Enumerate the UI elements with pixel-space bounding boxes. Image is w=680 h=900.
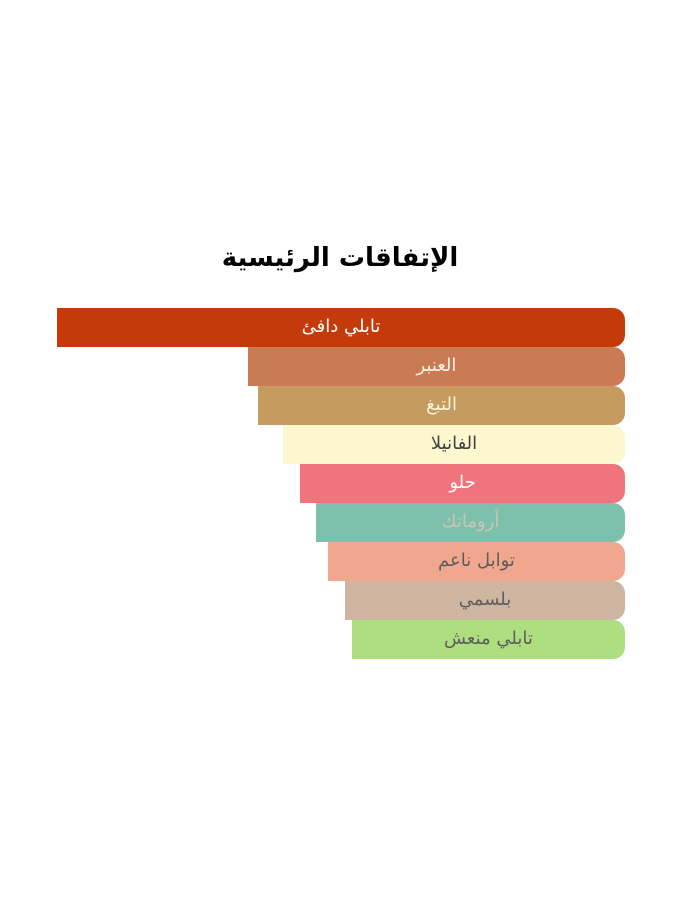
accord-bar: تابلي دافئ — [57, 308, 625, 347]
accord-label: العنبر — [416, 354, 457, 376]
accord-label: التبغ — [426, 393, 458, 415]
accord-label: تابلي منعش — [443, 627, 533, 649]
accords-bar-chart: تابلي دافئ العنبر التبغ الفانيلا حلو أرو… — [57, 308, 625, 659]
chart-title: الإتفاقات الرئيسية — [221, 243, 459, 273]
accord-bar: الفانيلا — [283, 425, 625, 464]
accord-label: توابل ناعم — [438, 549, 515, 571]
accord-label: أروماتك — [441, 510, 500, 532]
accord-label: حلو — [449, 471, 476, 493]
accord-bar: التبغ — [258, 386, 625, 425]
accord-bar: توابل ناعم — [327, 542, 625, 581]
accord-bar: تابلي منعش — [351, 620, 625, 659]
accord-bar: العنبر — [247, 347, 625, 386]
accord-label: الفانيلا — [430, 432, 478, 454]
accord-bar: حلو — [300, 464, 625, 503]
accord-label: تابلي دافئ — [301, 315, 381, 337]
accord-label: بلسمي — [458, 588, 512, 610]
accord-bar: بلسمي — [344, 581, 625, 620]
accord-bar: أروماتك — [316, 503, 625, 542]
